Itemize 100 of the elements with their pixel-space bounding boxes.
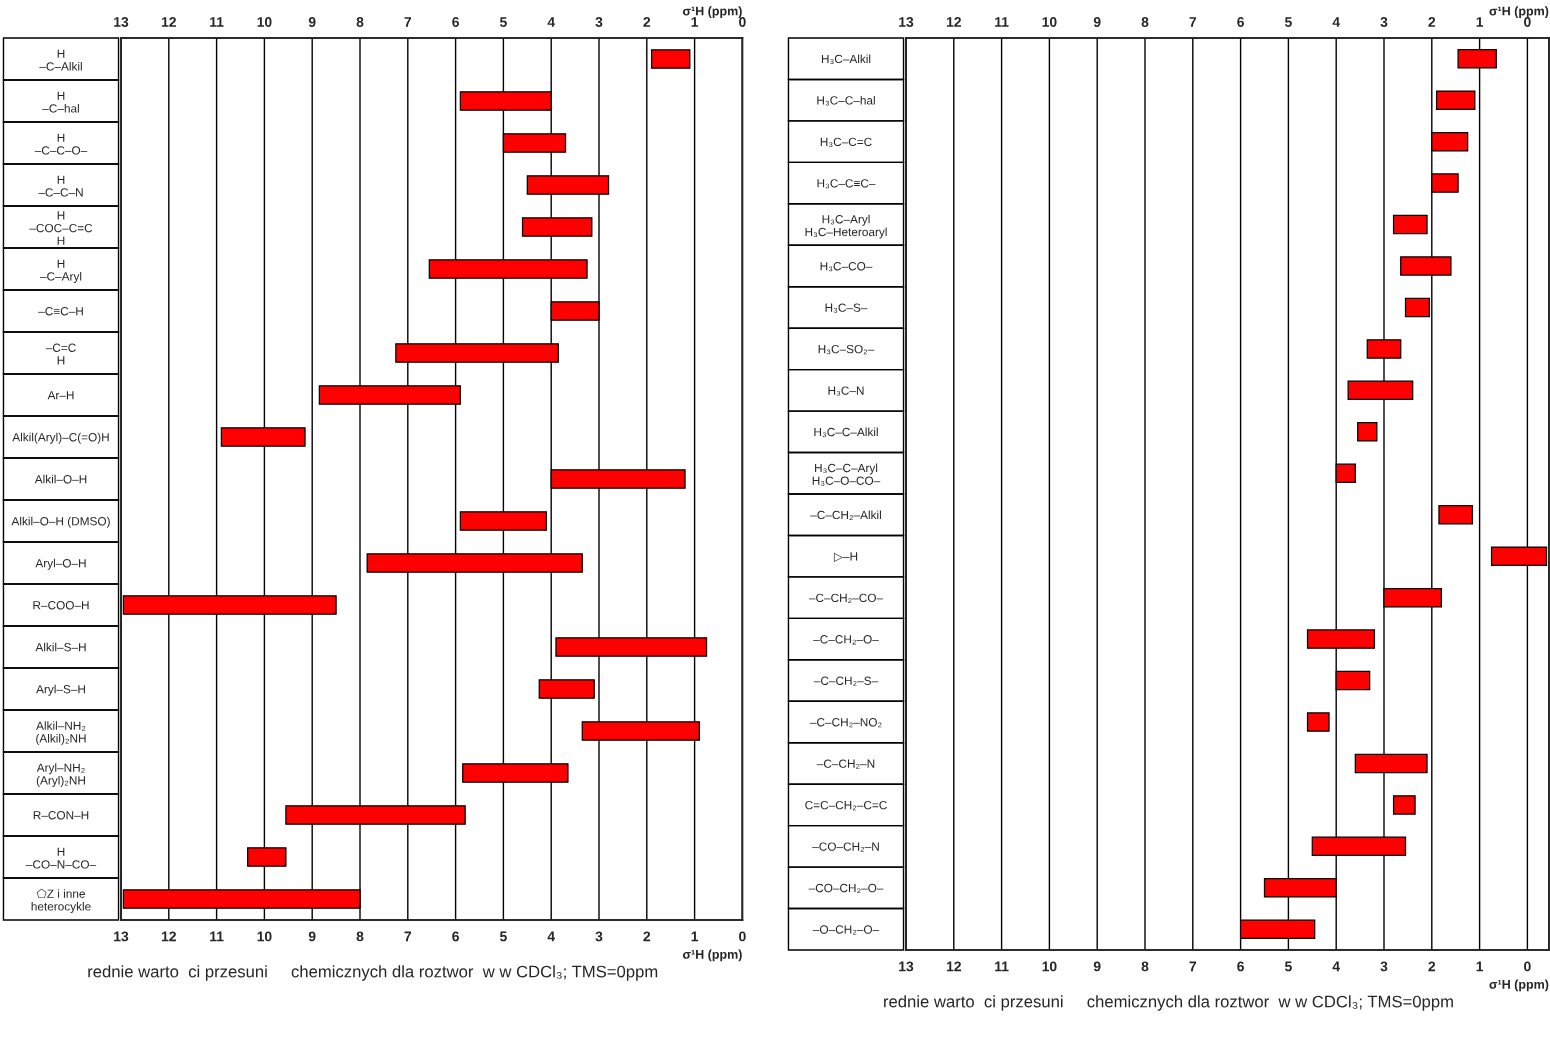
y-tick-label: –C–CH₂–O– [813, 635, 879, 645]
x2-tick-label: 0 [739, 17, 746, 27]
y-tick-label: H₃C–N [828, 386, 864, 396]
x-tick-label: 5 [1284, 961, 1292, 972]
x-tick-label: 1 [691, 931, 699, 942]
x2-tick-label: 2 [1428, 17, 1436, 27]
y-tick-label: H₃C–SO₂– [818, 344, 875, 355]
y-tick-label: –C–CH₂–NO₂ [809, 718, 882, 728]
x2-tick-label: 8 [1141, 17, 1149, 27]
x-tick-label: 11 [995, 961, 1009, 972]
x2-tick-label: 3 [1380, 17, 1388, 27]
y-tick-label: H –C–hal [42, 91, 79, 113]
x2-tick-label: 10 [1042, 17, 1057, 27]
x-tick-label: 6 [1237, 961, 1244, 972]
x-tick-label: 2 [643, 931, 651, 942]
x2-tick-label: 6 [452, 17, 459, 27]
y-tick-label: H₃C–C=C [820, 137, 872, 147]
x2-tick-label: 11 [995, 17, 1009, 27]
y-tick-label: H₃C–C≡C– [817, 179, 876, 189]
x2-tick-label: 12 [946, 17, 961, 27]
y-tick-label: H₃C–Aryl H₃C–Heteroaryl [805, 214, 887, 239]
y-tick-label: –C–CH₂–CO– [808, 593, 884, 603]
x2-tick-label: 8 [356, 17, 364, 27]
y-tick-label: –C–CH₂–S– [813, 676, 879, 686]
x2-tick-label: 10 [257, 17, 272, 27]
x-tick-label: 13 [114, 931, 129, 942]
x2-tick-label: 0 [1524, 17, 1531, 27]
y-tick-label: H –C–Aryl [40, 259, 82, 283]
x-tick-label: 9 [308, 931, 316, 942]
x2-tick-label: 6 [1237, 17, 1244, 27]
bar [1306, 712, 1330, 732]
x-tick-label: 8 [1141, 961, 1149, 972]
y-tick-label: ▷–H [833, 552, 858, 562]
x2-tick-label: 11 [210, 17, 224, 27]
x2-tick-label: 9 [1093, 17, 1101, 27]
y-tick-label: –CO–CH₂–N [812, 842, 879, 852]
x2-tick-label: 9 [308, 17, 316, 27]
y-tick-label: –O–CH₂–O– [812, 925, 880, 935]
x-tick-label: 0 [1524, 961, 1531, 972]
y-tick-label: Alkil–O–H (DMSO) [11, 516, 110, 528]
x-tick-label: 10 [1042, 961, 1057, 972]
y-tick-label: H₃C–CO– [820, 262, 873, 272]
y-tick-label: Ar–H [47, 391, 74, 400]
x-tick-label: 8 [356, 931, 364, 942]
y-tick-label: Alkil–O–H [34, 474, 87, 484]
bar [1392, 214, 1428, 235]
y-tick-label: Aryl–O–H [35, 558, 86, 570]
x2-axis-title: σ¹H (ppm) [682, 6, 742, 18]
x2-tick-label: 5 [1284, 17, 1292, 27]
y-tick-label: –C≡C–H [38, 307, 83, 316]
y-tick-label: Alkil–S–H [35, 642, 86, 652]
x2-tick-label: 1 [1476, 17, 1484, 27]
bar [1392, 795, 1416, 815]
x2-tick-label: 1 [691, 17, 699, 27]
x-tick-label: 1 [1476, 961, 1484, 972]
y-tick-label: –CO–CH₂–O– [808, 883, 884, 894]
x-tick-label: 0 [739, 931, 746, 942]
x-tick-label: 6 [452, 931, 459, 942]
x-tick-label: 4 [1332, 961, 1340, 972]
x-tick-label: 7 [404, 931, 412, 942]
x-tick-label: 10 [257, 931, 272, 942]
x2-tick-label: 5 [499, 17, 507, 27]
y-tick-label: R–CON–H [33, 811, 89, 820]
y-tick-label: –C–CH₂–N [816, 759, 875, 769]
y-tick-label: H –CO–N–CO– [25, 847, 97, 869]
x-tick-label: 13 [899, 961, 914, 972]
x2-tick-label: 12 [161, 17, 176, 27]
y-tick-label: R–COO–H [33, 601, 89, 610]
y-tick-label: H₃C–C–hal [817, 95, 875, 106]
y-tick-label: H₃C–S– [825, 303, 868, 313]
x-tick-label: 11 [210, 931, 224, 942]
y-tick-label: Aryl–NH₂ (Aryl)₂NH [36, 763, 85, 787]
x2-tick-label: 3 [595, 17, 603, 27]
x2-tick-label: 13 [899, 17, 914, 27]
bar [1357, 422, 1378, 442]
x2-tick-label: 7 [404, 17, 412, 27]
x-tick-label: 4 [547, 931, 555, 942]
text: rednie warto ci przesuni chemicznych dla roztwor w w CDCl₃; TMS=0ppm [884, 995, 1453, 1011]
y-tick-label: ⬠Z i inne heterocykle [31, 888, 91, 913]
x2-axis-title: σ¹H (ppm) [1489, 6, 1549, 18]
x-axis-title: σ¹H (ppm) [682, 949, 742, 962]
x-tick-label: 3 [1380, 961, 1388, 972]
x2-tick-label: 2 [643, 17, 651, 27]
x-tick-label: 7 [1189, 961, 1197, 972]
x-tick-label: 2 [1428, 961, 1436, 972]
x-tick-label: 12 [161, 931, 176, 942]
x-tick-label: 5 [499, 931, 507, 942]
x2-tick-label: 13 [114, 17, 129, 27]
x-tick-label: 3 [595, 931, 603, 942]
y-tick-label: Alkil(Aryl)–C(=O)H [12, 432, 109, 444]
y-tick-label: H –C–Alkil [39, 49, 82, 71]
y-tick-label: H₃C–C–Alkil [814, 427, 878, 438]
bar [1435, 90, 1476, 110]
x-axis-title: σ¹H (ppm) [1489, 979, 1549, 992]
y-tick-label: H₃C–Alkil [821, 54, 871, 65]
y-tick-label: –C–CH₂–Alkil [810, 510, 881, 521]
x2-tick-label: 4 [1332, 17, 1340, 27]
bar [650, 49, 691, 69]
x-tick-label: 9 [1093, 961, 1101, 972]
y-tick-label: C=C–CH₂–C=C [805, 800, 887, 811]
